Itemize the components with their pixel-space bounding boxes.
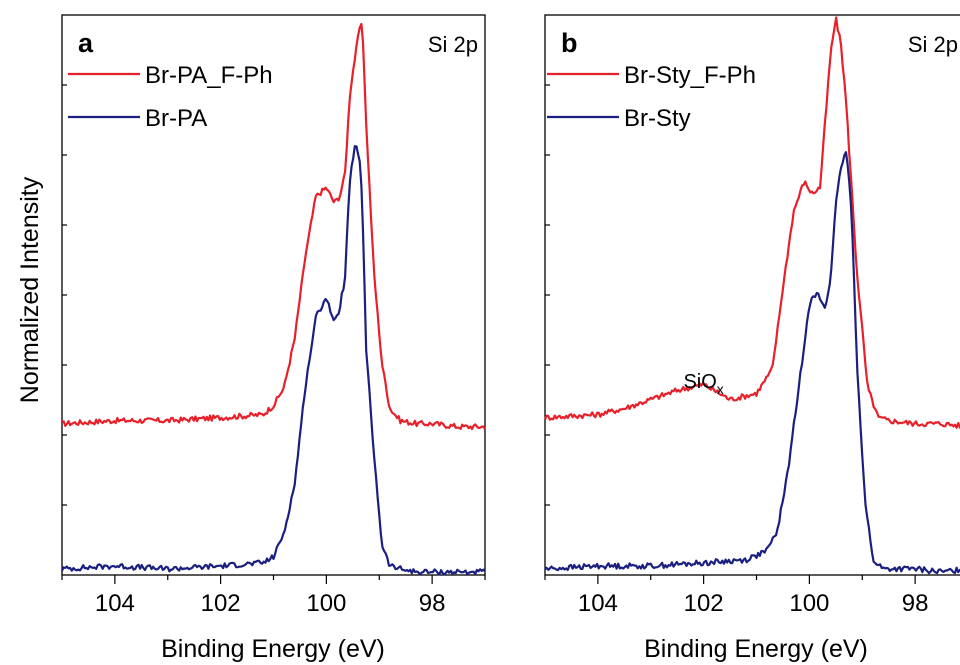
panel-label: b <box>561 28 578 58</box>
siox-annotation: SiOx <box>683 371 723 397</box>
y-axis-label: Normalized Intensity <box>16 176 44 403</box>
x-ticks: 98 100 102 104 <box>61 575 486 617</box>
plot-frame <box>544 14 960 576</box>
annotation-subscript: x <box>717 381 724 397</box>
y-ticks <box>62 84 67 506</box>
series-line-0 <box>61 22 486 431</box>
series-layer <box>61 22 486 576</box>
corner-label: Si 2p <box>908 32 958 57</box>
x-tick-label: 102 <box>201 590 241 617</box>
legend: Br-Sty_F-Ph Br-Sty <box>547 62 756 132</box>
x-tick-label: 102 <box>684 590 724 617</box>
annotation-text: SiO <box>683 371 716 393</box>
x-tick-label: 104 <box>95 590 135 617</box>
legend-label-0: Br-Sty_F-Ph <box>624 62 756 89</box>
y-ticks <box>545 84 550 506</box>
x-tick-label: 104 <box>578 590 618 617</box>
series-line-0 <box>543 16 960 429</box>
series-line-1 <box>544 151 960 575</box>
x-tick-label: 100 <box>306 590 346 617</box>
x-tick-label: 100 <box>789 590 829 617</box>
x-tick-label: 98 <box>419 590 446 617</box>
panel-label: a <box>78 28 94 58</box>
corner-label: Si 2p <box>428 32 478 57</box>
plot-frame <box>61 14 486 576</box>
legend: Br-PA_F-Ph Br-PA <box>68 62 273 132</box>
x-axis-label: Binding Energy (eV) <box>644 635 868 663</box>
legend-label-1: Br-Sty <box>624 105 691 132</box>
x-axis-label: Binding Energy (eV) <box>161 635 385 663</box>
legend-label-0: Br-PA_F-Ph <box>145 62 273 89</box>
x-ticks: 98 100 102 104 <box>544 575 929 617</box>
x-tick-label: 98 <box>902 590 929 617</box>
series-line-1 <box>61 145 486 576</box>
panel-b: 98 100 102 104 b Si 2p Br-Sty_F-Ph Br-Sty S… <box>543 14 960 663</box>
series-layer <box>543 16 960 575</box>
panel-a: 98 100 102 104 a Si 2p Br-PA_F-Ph Br-PA Bin… <box>16 14 486 663</box>
legend-label-1: Br-PA <box>145 105 207 132</box>
